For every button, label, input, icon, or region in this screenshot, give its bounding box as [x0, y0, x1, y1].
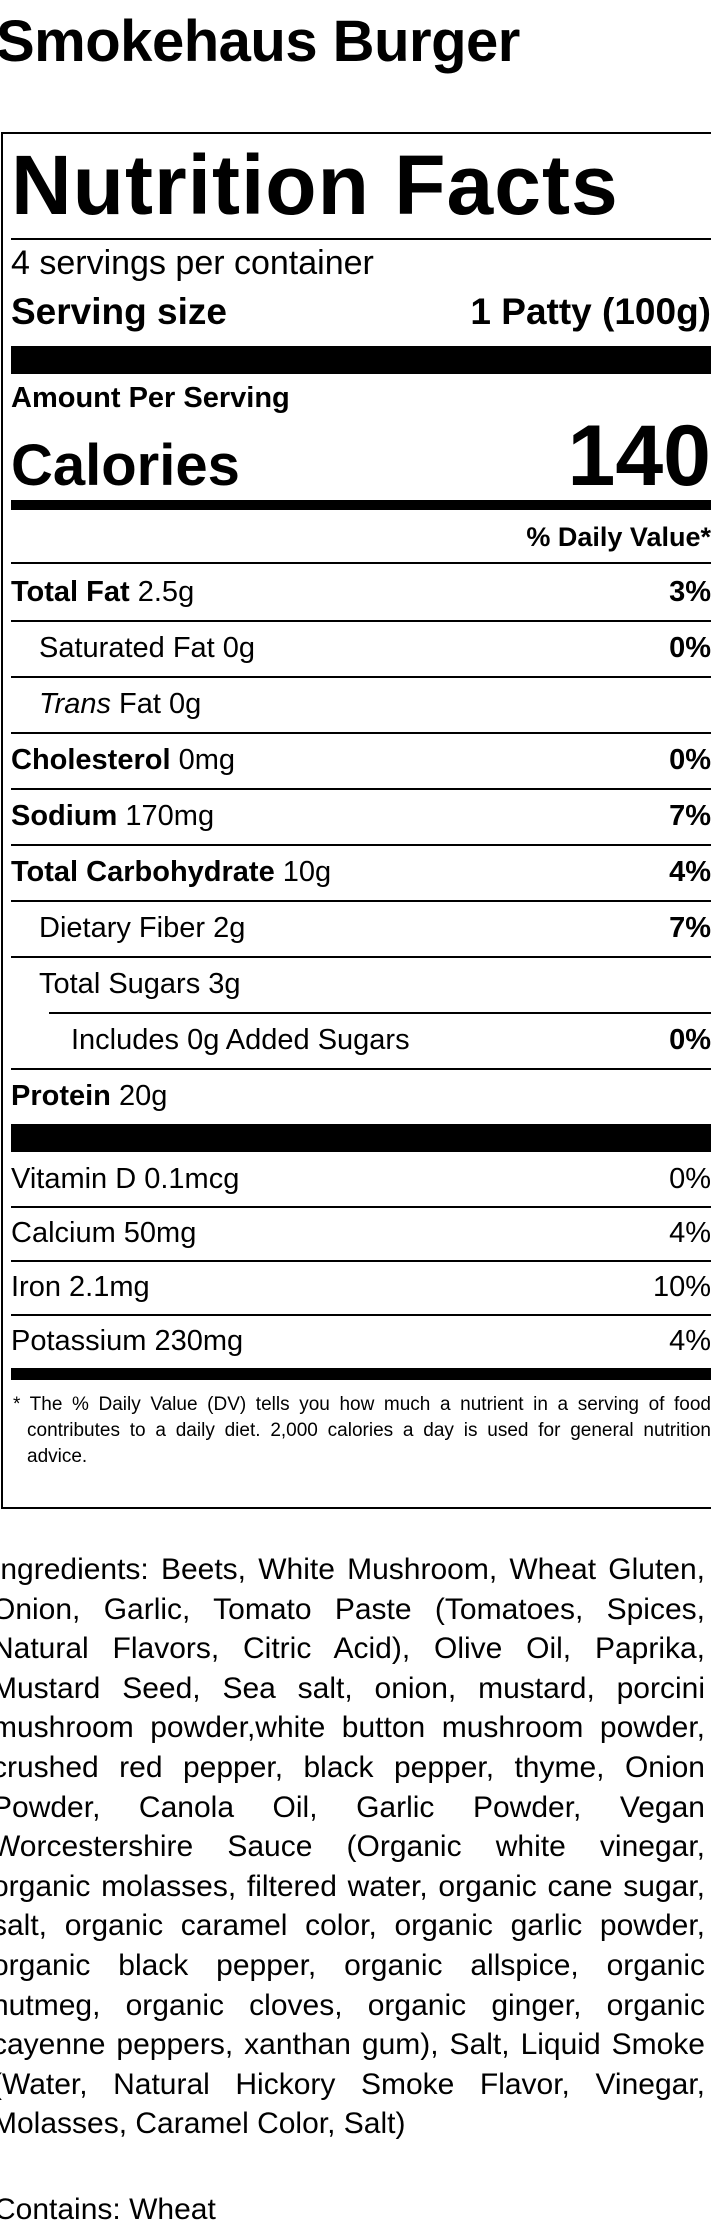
label-heading: Nutrition Facts: [11, 134, 711, 240]
vitamin-row: Potassium 230mg 4%: [11, 1314, 711, 1368]
nutrient-amount: 0g: [169, 688, 202, 720]
ingredients: Ingredients: Beets, White Mushroom, Whea…: [0, 1553, 705, 2141]
vitamin-dv: 10%: [652, 1271, 711, 1303]
nutrient-name: Total Sugars: [39, 968, 201, 1000]
rule: [11, 346, 711, 374]
nutrient-name: Fat: [119, 688, 161, 720]
nutrient-row: Total Carbohydrate 10g 4%: [11, 844, 711, 900]
nutrient-dv: 0%: [669, 632, 711, 664]
nutrient-name: Includes 0g Added Sugars: [71, 1024, 410, 1056]
serving-size-value: 1 Patty (100g): [470, 291, 711, 332]
nutrient-name-italic: Trans: [39, 688, 111, 720]
product-title: Smokehaus Burger: [0, 9, 520, 74]
nutrient-amount: 20g: [118, 1080, 168, 1112]
nutrient-amount: 0mg: [178, 744, 236, 776]
footnote: * The % Daily Value (DV) tells you how m…: [13, 1394, 711, 1467]
nutrient-amount: 170mg: [125, 800, 215, 832]
rule: [11, 1368, 711, 1380]
nutrient-dv: 7%: [669, 912, 711, 944]
nutrient-row: Includes 0g Added Sugars 0%: [11, 1012, 711, 1068]
nutrient-amount: 3g: [208, 968, 241, 1000]
serving-size-label: Serving size: [11, 291, 227, 332]
servings: 4 servings per container: [11, 244, 374, 282]
nutrient-name: Saturated Fat: [39, 632, 215, 664]
vitamin-name: Calcium 50mg: [11, 1217, 197, 1249]
nutrient-amount: 10g: [282, 856, 332, 888]
nutrition-label: Nutrition Facts 4 servings per container…: [1, 132, 711, 1509]
vitamin-dv: 4%: [669, 1217, 711, 1249]
nutrient-row: Total Fat 2.5g 3%: [11, 564, 711, 620]
vitamin-row: Vitamin D 0.1mcg 0%: [11, 1152, 711, 1206]
calories: Calories 140: [11, 408, 711, 504]
vitamin-name: Vitamin D 0.1mcg: [11, 1163, 240, 1195]
vitamin-dv: 0%: [669, 1163, 711, 1195]
amount-per-serving: Amount Per Serving: [11, 382, 290, 414]
nutrient-amount: 0g: [222, 632, 256, 664]
vitamin-name: Potassium 230mg: [11, 1325, 244, 1357]
vitamin-row: Calcium 50mg 4%: [11, 1206, 711, 1260]
nutrient-row: Protein 20g: [11, 1068, 711, 1124]
nutrient-dv: 0%: [669, 1024, 711, 1056]
nutrient-row: Trans Fat 0g: [11, 676, 711, 732]
nutrient-row: Total Sugars 3g: [11, 956, 711, 1012]
daily-value-header: % Daily Value*: [11, 510, 711, 564]
rule: [11, 500, 711, 510]
allergens: Contains: Wheat: [0, 2193, 216, 2226]
nutrient-row: Dietary Fiber 2g 7%: [11, 900, 711, 956]
nutrient-amount: 2g: [213, 912, 246, 944]
serving-size: Serving size 1 Patty (100g): [11, 286, 711, 346]
calories-label: Calories: [11, 433, 240, 498]
nutrient-name: Total Fat: [11, 576, 130, 608]
nutrient-name: Total Carbohydrate: [11, 856, 275, 888]
nutrient-name: Protein: [11, 1080, 111, 1112]
nutrient-name: Sodium: [11, 800, 118, 832]
vitamin-name: Iron 2.1mg: [11, 1271, 150, 1303]
vitamin-dv: 4%: [669, 1325, 711, 1357]
rule: [11, 1124, 711, 1152]
nutrient-row: Sodium 170mg 7%: [11, 788, 711, 844]
nutrient-row: Cholesterol 0mg 0%: [11, 732, 711, 788]
nutrient-dv: 7%: [669, 800, 711, 832]
nutrient-amount: 2.5g: [137, 576, 195, 608]
nutrient-name: Dietary Fiber: [39, 912, 205, 944]
nutrient-dv: 0%: [669, 744, 711, 776]
nutrient-row: Saturated Fat 0g 0%: [11, 620, 711, 676]
nutrient-dv: 4%: [669, 856, 711, 888]
nutrient-dv: 3%: [669, 576, 711, 608]
calories-value: 140: [567, 408, 711, 504]
vitamin-row: Iron 2.1mg 10%: [11, 1260, 711, 1314]
nutrient-name: Cholesterol: [11, 744, 171, 776]
